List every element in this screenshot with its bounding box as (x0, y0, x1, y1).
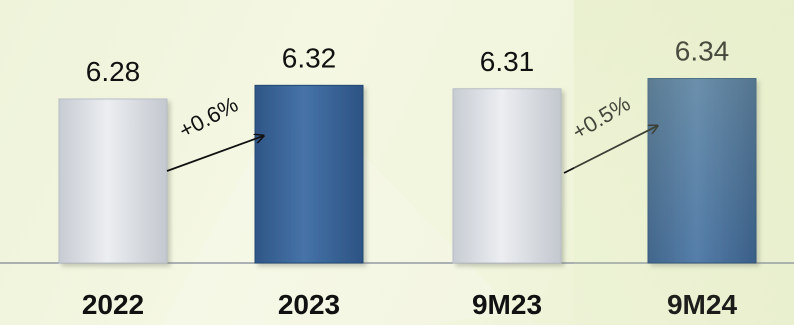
category-label-9m23: 9M23 (472, 289, 542, 320)
growth-label-2022-2023: +0.6% (175, 92, 242, 144)
category-label-9m24: 9M24 (667, 289, 737, 320)
value-label-2023: 6.32 (282, 42, 337, 73)
bar-2023 (254, 84, 364, 264)
growth-arrow-2022-2023 (166, 136, 263, 172)
value-label-9m24: 6.34 (675, 36, 730, 67)
growth-arrow-9m23-9m24 (563, 126, 657, 174)
value-label-2022: 6.28 (86, 56, 141, 87)
value-label-9m23: 6.31 (480, 46, 535, 77)
bar-9m23 (452, 88, 562, 264)
growth-label-9m23-9m24: +0.5% (568, 91, 635, 145)
bar-2022 (58, 98, 168, 264)
category-label-2023: 2023 (278, 289, 340, 320)
bar-9m24 (647, 78, 757, 264)
category-label-2022: 2022 (82, 289, 144, 320)
